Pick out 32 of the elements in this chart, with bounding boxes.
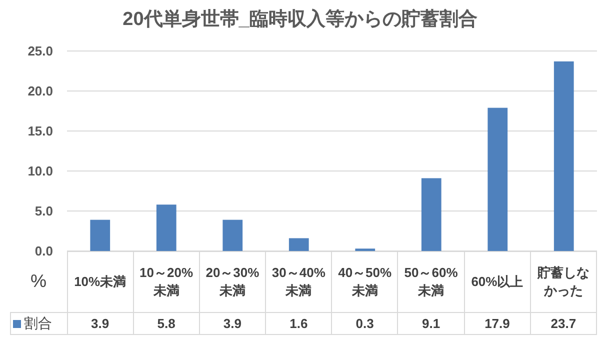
chart-title: 20代単身世帯_臨時収入等からの貯蓄割合 — [122, 8, 478, 30]
x-tick-label: 20～30%未満 — [199, 252, 266, 312]
data-label: 0.3 — [332, 312, 398, 334]
x-tick-label: 10～20%未満 — [133, 252, 200, 312]
x-tick-label: 60%以上 — [464, 252, 530, 312]
x-tick-label: 10%未満 — [67, 252, 134, 312]
data-label: 1.6 — [266, 312, 332, 334]
y-tick-label: 5.0 — [34, 204, 53, 218]
y-tick-label: 15.0 — [28, 124, 53, 138]
x-tick-label: 貯蓄しなかった — [530, 252, 596, 312]
bar — [156, 204, 176, 251]
bar — [222, 220, 243, 251]
legend-label: 割合 — [10, 312, 67, 334]
x-tick-label: 40～50%未満 — [332, 252, 398, 312]
bar — [421, 178, 442, 251]
bar — [554, 61, 574, 251]
y-tick-label: 20.0 — [28, 84, 53, 98]
data-label: 3.9 — [199, 312, 266, 334]
y-axis-title: % — [30, 271, 46, 292]
bar — [288, 238, 309, 251]
bar — [488, 108, 508, 251]
data-label: 3.9 — [67, 312, 134, 334]
data-label: 23.7 — [530, 312, 596, 334]
x-tick-label: 50～60%未満 — [398, 252, 464, 312]
bar — [90, 220, 110, 251]
y-tick-label: 0.0 — [34, 244, 53, 258]
data-label: 9.1 — [398, 312, 464, 334]
data-label: 17.9 — [464, 312, 530, 334]
y-tick-label: 25.0 — [28, 44, 53, 58]
x-tick-label: 30～40%未満 — [266, 252, 332, 312]
y-tick-label: 10.0 — [28, 164, 53, 178]
data-label: 5.8 — [133, 312, 200, 334]
